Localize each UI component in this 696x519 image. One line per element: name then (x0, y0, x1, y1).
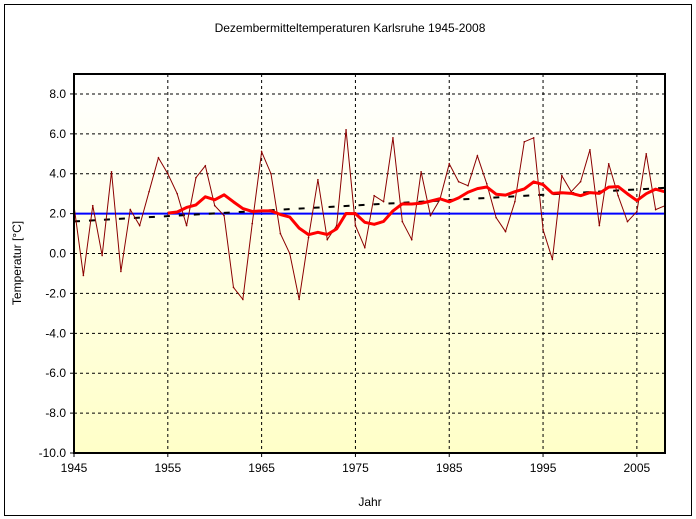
data-point (654, 208, 657, 211)
data-point (579, 180, 582, 183)
x-tick-label: 1945 (61, 461, 88, 475)
data-point (260, 150, 263, 153)
moving-average-line (167, 180, 666, 237)
data-point (148, 190, 150, 193)
data-point (636, 210, 638, 213)
data-point (392, 137, 394, 139)
y-tick-label: -4.0 (45, 326, 66, 340)
data-point (561, 174, 563, 177)
data-point (373, 194, 375, 197)
data-point (617, 194, 619, 197)
data-point (476, 154, 479, 157)
y-tick-label: 4.0 (49, 167, 66, 181)
data-point (101, 254, 103, 257)
data-point (420, 170, 422, 173)
data-point (626, 220, 629, 223)
data-point (495, 216, 497, 219)
data-point (645, 152, 648, 155)
data-point (251, 222, 254, 225)
y-tick-label: -2.0 (45, 286, 66, 300)
x-tick-label: 1955 (154, 461, 181, 475)
y-tick-label: -8.0 (45, 406, 66, 420)
y-tick-label: 8.0 (49, 87, 66, 101)
data-point (542, 228, 544, 231)
data-point (598, 224, 601, 227)
y-tick-label: -10.0 (39, 446, 67, 460)
data-point (467, 184, 469, 187)
data-point (457, 180, 460, 183)
data-point (364, 246, 366, 249)
data-point (448, 162, 451, 165)
data-point (129, 208, 132, 211)
data-point (223, 214, 225, 217)
y-tick-label: 2.0 (49, 207, 66, 221)
x-tick-label: 2005 (624, 461, 651, 475)
y-tick-label: 0.0 (49, 247, 66, 261)
data-point (176, 192, 178, 195)
data-point (345, 129, 347, 131)
data-point (429, 214, 432, 217)
chart-title: Dezembermitteltemperaturen Karlsruhe 194… (215, 21, 486, 35)
data-point (91, 204, 94, 207)
data-point (288, 252, 291, 255)
plot-area (74, 74, 665, 453)
data-point (110, 170, 113, 173)
x-tick-label: 1985 (436, 461, 463, 475)
data-point (485, 182, 488, 185)
data-point (120, 270, 122, 273)
data-point (382, 200, 385, 203)
data-point (242, 298, 244, 301)
data-point (279, 232, 282, 235)
x-tick-label: 1995 (530, 461, 557, 475)
y-tick-label: 6.0 (49, 127, 66, 141)
data-point (307, 236, 310, 239)
data-point (185, 224, 188, 227)
data-point (204, 164, 207, 167)
data-point (551, 258, 554, 261)
y-axis-label: Temperatur [°C] (10, 221, 24, 305)
data-point (410, 238, 413, 241)
data-point (532, 137, 535, 139)
data-point (317, 178, 319, 181)
data-point (514, 200, 516, 203)
x-tick-label: 1965 (248, 461, 275, 475)
data-point (401, 220, 404, 223)
y-tick-label: -6.0 (45, 366, 66, 380)
data-point (354, 224, 357, 227)
data-point (607, 162, 610, 165)
data-point (167, 172, 169, 175)
data-point (82, 274, 85, 277)
data-point (298, 298, 300, 301)
data-point (157, 156, 160, 159)
plot-border (73, 73, 666, 454)
data-point (523, 141, 526, 143)
data-point (589, 149, 591, 151)
data-point (504, 230, 507, 233)
data-point (138, 224, 141, 227)
data-point (232, 286, 235, 289)
data-point (213, 204, 216, 207)
data-point (326, 238, 329, 241)
x-tick-label: 1975 (342, 461, 369, 475)
data-line (73, 129, 666, 301)
data-point (195, 176, 197, 179)
data-point (270, 172, 272, 175)
x-axis-label: Jahr (358, 495, 381, 509)
